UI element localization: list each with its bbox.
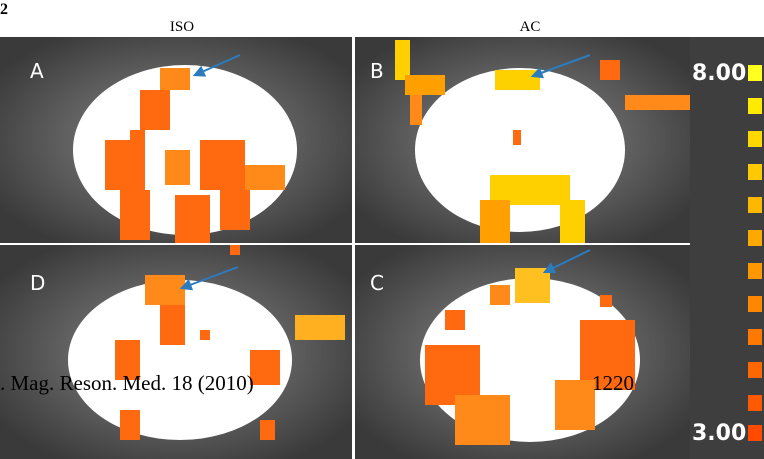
colorbar-min-label: 3.00 bbox=[692, 421, 746, 446]
decoration bbox=[160, 68, 190, 90]
decoration bbox=[175, 195, 210, 243]
decoration bbox=[513, 130, 521, 145]
decoration bbox=[165, 150, 190, 185]
decoration bbox=[748, 65, 762, 81]
decoration bbox=[495, 70, 540, 90]
panel-label: A bbox=[30, 59, 44, 83]
decoration bbox=[395, 40, 410, 80]
decoration bbox=[600, 295, 612, 307]
decoration bbox=[68, 280, 292, 440]
colorbar: 8.00 3.00 bbox=[690, 37, 764, 459]
figure-number: 2 bbox=[0, 1, 8, 18]
decoration bbox=[480, 200, 510, 243]
decoration bbox=[445, 310, 465, 330]
decoration bbox=[748, 395, 762, 411]
decoration bbox=[230, 245, 240, 255]
decoration bbox=[748, 230, 762, 246]
decoration bbox=[145, 275, 185, 305]
decoration bbox=[515, 268, 550, 303]
decoration bbox=[425, 268, 635, 445]
decoration bbox=[179, 266, 239, 291]
panel-image bbox=[0, 37, 352, 243]
decoration bbox=[748, 197, 762, 213]
decoration bbox=[748, 329, 762, 345]
column-label: AC bbox=[520, 19, 541, 35]
decoration bbox=[200, 140, 245, 190]
column-label: ISO bbox=[170, 19, 194, 35]
decoration bbox=[560, 200, 585, 243]
decoration bbox=[542, 249, 591, 274]
decoration bbox=[748, 164, 762, 180]
decoration bbox=[415, 68, 625, 232]
decoration bbox=[455, 395, 510, 445]
decoration bbox=[295, 315, 345, 340]
decoration bbox=[105, 140, 145, 190]
decoration bbox=[260, 420, 275, 440]
decoration bbox=[748, 98, 762, 114]
page-number: 1220 bbox=[592, 371, 634, 395]
decoration bbox=[748, 131, 762, 147]
panel-label: D bbox=[30, 271, 45, 295]
decoration bbox=[405, 75, 445, 95]
decoration bbox=[200, 330, 210, 340]
decoration bbox=[580, 320, 635, 390]
decoration bbox=[105, 68, 285, 243]
decoration bbox=[395, 40, 690, 243]
decoration bbox=[410, 95, 422, 125]
decoration bbox=[245, 165, 285, 190]
decoration bbox=[220, 190, 250, 230]
decoration bbox=[115, 245, 345, 440]
decoration bbox=[625, 95, 690, 110]
decoration bbox=[250, 350, 280, 385]
panel-label: C bbox=[370, 271, 384, 295]
decoration bbox=[120, 410, 140, 440]
panel-image bbox=[0, 245, 352, 459]
decoration bbox=[192, 54, 241, 77]
decoration bbox=[748, 362, 762, 378]
decoration bbox=[120, 190, 150, 240]
decoration bbox=[140, 90, 170, 130]
decoration bbox=[160, 305, 185, 345]
decoration bbox=[600, 60, 620, 80]
panel-image bbox=[355, 245, 690, 459]
decoration bbox=[748, 263, 762, 279]
decoration bbox=[490, 285, 510, 305]
decoration bbox=[748, 425, 762, 441]
colorbar-max-label: 8.00 bbox=[692, 61, 746, 86]
panel-label: B bbox=[370, 59, 384, 83]
panel-image bbox=[355, 37, 690, 243]
decoration bbox=[748, 296, 762, 312]
decoration bbox=[530, 54, 591, 79]
decoration bbox=[555, 380, 595, 430]
citation: . Mag. Reson. Med. 18 (2010) bbox=[0, 371, 254, 395]
decoration bbox=[115, 340, 140, 380]
